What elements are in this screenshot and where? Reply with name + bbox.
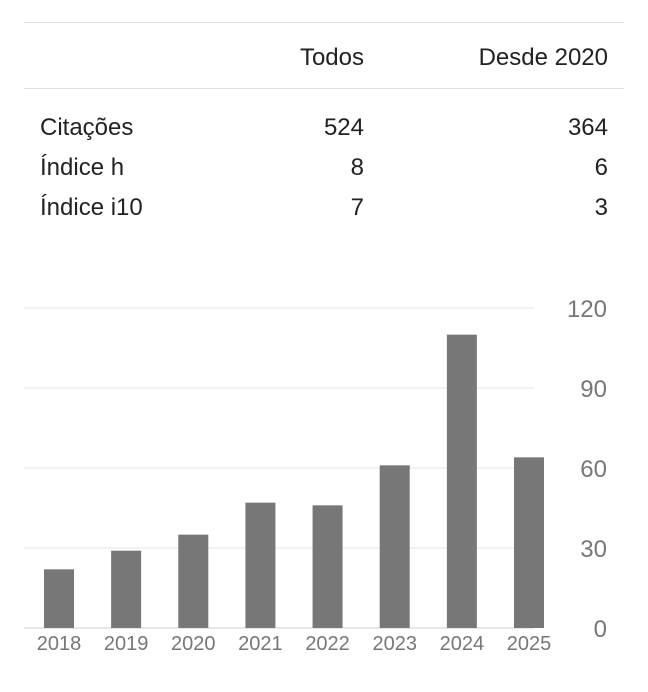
column-header-all: Todos [299, 44, 364, 71]
bar[interactable] [379, 465, 410, 628]
x-tick-label: 2025 [507, 633, 552, 655]
x-tick-label: 2019 [104, 633, 149, 655]
value-since: 6 [594, 154, 608, 181]
stats-row-i10-index: Índice i10 7 3 [24, 194, 624, 230]
stats-row-citations: Citações 524 364 [24, 114, 624, 150]
bar[interactable] [446, 334, 477, 628]
row-label[interactable]: Índice i10 [40, 194, 143, 221]
bar[interactable] [312, 505, 343, 628]
stats-row-h-index: Índice h 8 6 [24, 154, 624, 190]
x-tick-label: 2024 [440, 633, 485, 655]
bar[interactable] [178, 534, 209, 628]
row-label[interactable]: Índice h [40, 154, 125, 181]
value-since: 3 [594, 194, 608, 221]
y-tick-label: 30 [580, 536, 607, 563]
y-tick-label: 120 [567, 296, 607, 323]
column-header-since: Desde 2020 [478, 44, 608, 71]
value-all: 524 [323, 114, 364, 141]
citations-per-year-chart: 0 30 60 90 120 2018 2019 2020 2021 2022 2023 2024 20… [24, 296, 607, 655]
y-tick-label: 90 [580, 376, 607, 403]
bar[interactable] [514, 457, 544, 628]
bar[interactable] [111, 550, 142, 628]
bar[interactable] [245, 502, 276, 628]
x-tick-label: 2022 [305, 633, 350, 655]
bar[interactable] [44, 569, 74, 628]
y-tick-label: 0 [594, 616, 607, 643]
value-all: 7 [350, 194, 364, 221]
x-tick-label: 2023 [372, 633, 417, 655]
x-tick-label: 2020 [171, 633, 216, 655]
y-tick-label: 60 [580, 456, 607, 483]
row-label[interactable]: Citações [40, 114, 134, 141]
value-since: 364 [567, 114, 608, 141]
x-tick-label: 2021 [238, 633, 283, 655]
table-top-divider [24, 22, 624, 23]
value-all: 8 [350, 154, 364, 181]
x-tick-label: 2018 [37, 633, 82, 655]
header-divider [24, 88, 624, 89]
